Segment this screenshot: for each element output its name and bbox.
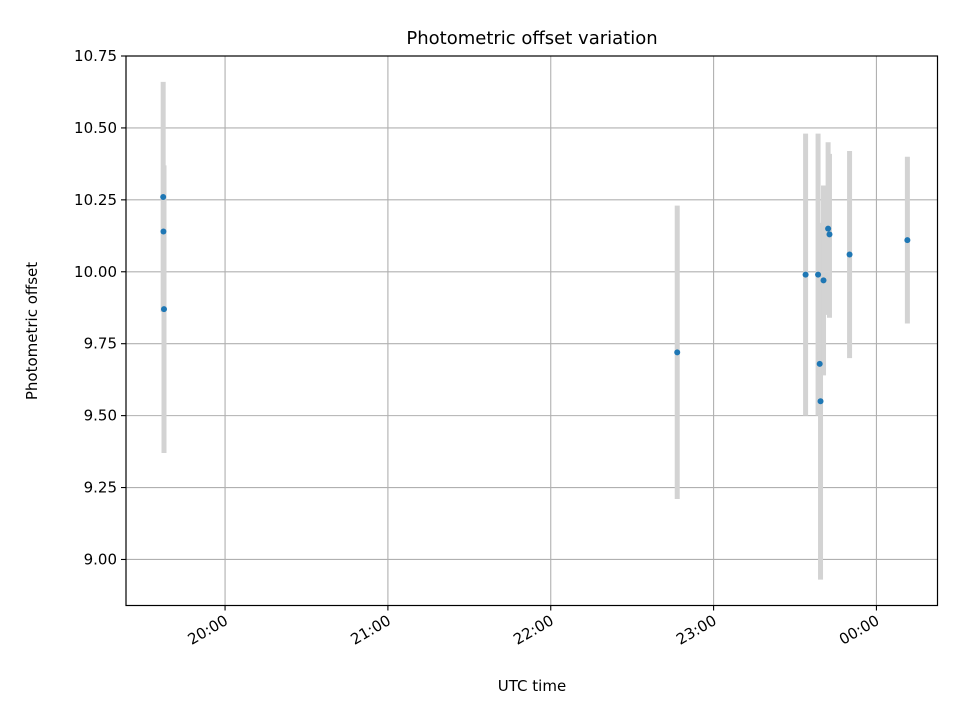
data-point (825, 225, 832, 232)
chart-title: Photometric offset variation (406, 28, 657, 49)
data-point (817, 398, 824, 405)
plot-frame (125, 55, 939, 607)
data-point (160, 228, 167, 235)
data-point (846, 251, 853, 258)
y-tick-label: 10.50 (74, 119, 117, 137)
data-point (674, 349, 681, 356)
data-point (160, 306, 167, 313)
y-axis-label: Photometric offset (23, 262, 41, 400)
data-point (802, 271, 809, 278)
y-tick-label: 10.25 (74, 191, 117, 209)
y-tick-label: 10.00 (74, 263, 117, 281)
x-axis-label: UTC time (498, 677, 566, 695)
y-tick-label: 10.75 (74, 47, 117, 65)
data-point (904, 237, 911, 244)
data-points (160, 193, 911, 405)
grid (126, 55, 938, 606)
y-tick-label: 9.50 (84, 407, 117, 425)
y-tick-label: 9.75 (84, 335, 117, 353)
y-tick-label: 9.00 (84, 550, 117, 568)
y-tick-label: 9.25 (84, 479, 117, 497)
data-point (815, 271, 822, 278)
y-axis-ticks: 9.00 9.25 9.50 9.75 10.00 10.25 10.50 10.75 (74, 47, 126, 568)
data-point (816, 360, 823, 367)
data-point (160, 193, 167, 200)
data-point (826, 231, 833, 238)
data-point (820, 277, 827, 284)
